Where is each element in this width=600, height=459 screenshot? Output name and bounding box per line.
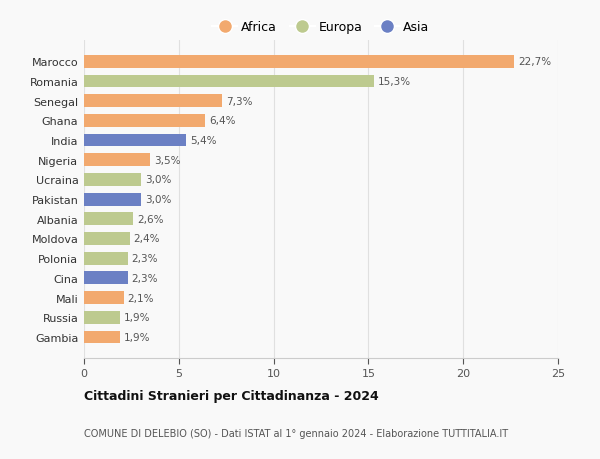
Bar bbox=[84, 56, 514, 68]
Bar bbox=[84, 291, 124, 304]
Bar bbox=[84, 95, 223, 108]
Bar bbox=[84, 174, 141, 186]
Text: 7,3%: 7,3% bbox=[226, 96, 253, 106]
Bar bbox=[84, 331, 120, 344]
Text: 15,3%: 15,3% bbox=[378, 77, 411, 87]
Text: 2,4%: 2,4% bbox=[133, 234, 160, 244]
Text: 2,6%: 2,6% bbox=[137, 214, 164, 224]
Bar bbox=[84, 134, 187, 147]
Text: 2,3%: 2,3% bbox=[131, 273, 158, 283]
Text: 3,5%: 3,5% bbox=[154, 155, 181, 165]
Bar bbox=[84, 252, 128, 265]
Text: COMUNE DI DELEBIO (SO) - Dati ISTAT al 1° gennaio 2024 - Elaborazione TUTTITALIA: COMUNE DI DELEBIO (SO) - Dati ISTAT al 1… bbox=[84, 428, 508, 438]
Bar bbox=[84, 272, 128, 285]
Bar bbox=[84, 311, 120, 324]
Bar bbox=[84, 233, 130, 246]
Bar bbox=[84, 193, 141, 206]
Text: 1,9%: 1,9% bbox=[124, 313, 151, 323]
Text: 2,3%: 2,3% bbox=[131, 254, 158, 263]
Bar bbox=[84, 213, 133, 226]
Text: 5,4%: 5,4% bbox=[190, 136, 217, 146]
Bar bbox=[84, 115, 205, 128]
Bar bbox=[84, 75, 374, 88]
Bar bbox=[84, 154, 151, 167]
Text: Cittadini Stranieri per Cittadinanza - 2024: Cittadini Stranieri per Cittadinanza - 2… bbox=[84, 389, 379, 403]
Text: 1,9%: 1,9% bbox=[124, 332, 151, 342]
Text: 3,0%: 3,0% bbox=[145, 195, 171, 205]
Text: 2,1%: 2,1% bbox=[128, 293, 154, 303]
Text: 6,4%: 6,4% bbox=[209, 116, 236, 126]
Legend: Africa, Europa, Asia: Africa, Europa, Asia bbox=[208, 16, 434, 39]
Text: 3,0%: 3,0% bbox=[145, 175, 171, 185]
Text: 22,7%: 22,7% bbox=[518, 57, 551, 67]
